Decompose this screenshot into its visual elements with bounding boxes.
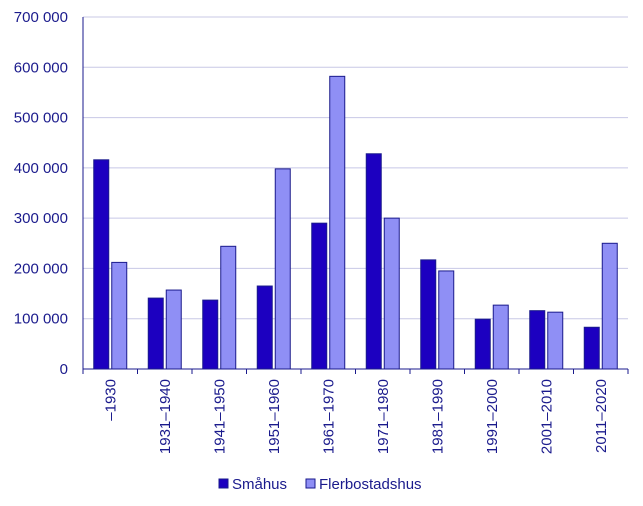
bar-smahus <box>256 285 273 370</box>
legend-label-flerbostadshus: Flerbostadshus <box>319 476 422 493</box>
x-axis-ticks: –1930 1931–1940 1941–1950 1951–1960 1961–197… <box>102 379 610 454</box>
bar-flerbostadshus <box>274 168 291 370</box>
x-tick-label: –1930 <box>102 379 119 421</box>
legend-swatch-smahus <box>218 478 229 489</box>
legend-label-smahus: Småhus <box>232 476 287 493</box>
bar-flerbostadshus <box>547 311 564 370</box>
bar-smahus <box>311 222 328 370</box>
x-tick-label: 1961–1970 <box>320 379 337 454</box>
x-tick-label: 1931–1940 <box>157 379 174 454</box>
x-tick-label: 1941–1950 <box>211 379 228 454</box>
y-tick-label: 500 000 <box>14 110 68 127</box>
x-tick-label: 1981–1990 <box>429 379 446 454</box>
x-tick-label: 2001–2010 <box>538 379 555 454</box>
bar-smahus <box>474 318 491 370</box>
x-tick-label: 1991–2000 <box>484 379 501 454</box>
legend-swatch-flerbostadshus <box>305 478 316 489</box>
bar-smahus <box>147 297 164 370</box>
bar-flerbostadshus <box>383 217 400 370</box>
y-tick-label: 200 000 <box>14 260 68 277</box>
bar-flerbostadshus <box>111 261 128 370</box>
legend: Småhus Flerbostadshus <box>218 476 422 493</box>
y-tick-label: 600 000 <box>14 59 68 76</box>
y-axis-ticks: 0 100 000 200 000 300 000 400 000 500 000 600 … <box>14 9 68 378</box>
bar-flerbostadshus <box>601 242 618 370</box>
bar-smahus <box>93 159 110 370</box>
bar-smahus <box>529 310 546 370</box>
x-tick-label: 1951–1960 <box>266 379 283 454</box>
bar-smahus <box>202 299 219 370</box>
bar-flerbostadshus <box>165 289 182 370</box>
bar-flerbostadshus <box>220 245 237 370</box>
y-tick-label: 0 <box>60 361 68 378</box>
bar-flerbostadshus <box>438 270 455 370</box>
y-tick-label: 700 000 <box>14 9 68 26</box>
axes <box>82 17 629 374</box>
y-tick-label: 300 000 <box>14 210 68 227</box>
y-tick-label: 400 000 <box>14 160 68 177</box>
gridlines <box>83 16 628 320</box>
bar-flerbostadshus <box>492 304 509 370</box>
x-tick-label: 1971–1980 <box>375 379 392 454</box>
bar-smahus <box>420 259 437 370</box>
bar-smahus <box>365 153 382 370</box>
x-tick-label: 2011–2020 <box>593 379 610 453</box>
bar-flerbostadshus <box>329 75 346 370</box>
bars <box>93 75 618 370</box>
bar-smahus <box>583 326 600 370</box>
y-tick-label: 100 000 <box>14 311 68 328</box>
